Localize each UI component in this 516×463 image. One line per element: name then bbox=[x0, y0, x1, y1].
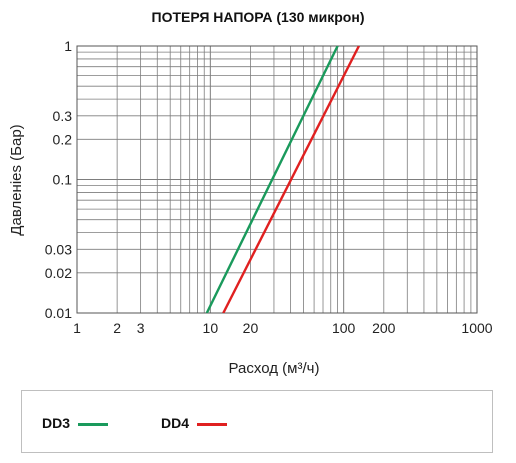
series-line-dd3 bbox=[205, 46, 339, 313]
x-tick-labels: 1 2 3 10 20 100 200 1000 bbox=[73, 320, 493, 336]
series-line-dd4 bbox=[222, 46, 360, 313]
legend-swatch-dd4 bbox=[197, 423, 228, 426]
y-tick-label: 0.2 bbox=[53, 131, 73, 147]
series-lines bbox=[205, 46, 360, 313]
x-tick-label: 200 bbox=[372, 320, 396, 336]
y-tick-label: 0.03 bbox=[45, 241, 72, 257]
legend-item-dd4: DD4 bbox=[161, 415, 228, 431]
x-tick-label: 20 bbox=[243, 320, 259, 336]
legend: DD3 DD4 bbox=[21, 390, 493, 453]
x-tick-label: 100 bbox=[332, 320, 356, 336]
chart-plot: 1 2 3 10 20 100 200 1000 1 0.3 0.2 0.1 0.03 0.02 0.01… bbox=[8, 38, 493, 377]
y-tick-label: 0.02 bbox=[45, 265, 72, 281]
x-axis-label: Расход (м³/ч) bbox=[229, 360, 320, 377]
x-tick-label: 2 bbox=[113, 320, 121, 336]
plot-frame bbox=[76, 45, 478, 314]
x-tick-label: 1000 bbox=[461, 320, 492, 336]
legend-swatch-dd3 bbox=[78, 423, 109, 426]
x-tick-label: 3 bbox=[137, 320, 145, 336]
y-tick-label: 0.3 bbox=[53, 108, 73, 124]
chart-title: ПОТЕРЯ НАПОРА (130 микрон) bbox=[151, 9, 365, 25]
legend-item-dd3: DD3 bbox=[42, 415, 109, 431]
y-axis-label: Давленіеs (Бар) bbox=[8, 124, 25, 235]
legend-label-dd4: DD4 bbox=[161, 415, 190, 431]
legend-label-dd3: DD3 bbox=[42, 415, 71, 431]
x-tick-label: 10 bbox=[203, 320, 219, 336]
y-tick-label: 0.1 bbox=[53, 172, 73, 188]
x-tick-label: 1 bbox=[73, 320, 81, 336]
grid bbox=[76, 45, 478, 314]
y-tick-label: 1 bbox=[64, 38, 72, 54]
y-tick-labels: 1 0.3 0.2 0.1 0.03 0.02 0.01 bbox=[45, 38, 72, 321]
y-tick-label: 0.01 bbox=[45, 305, 72, 321]
